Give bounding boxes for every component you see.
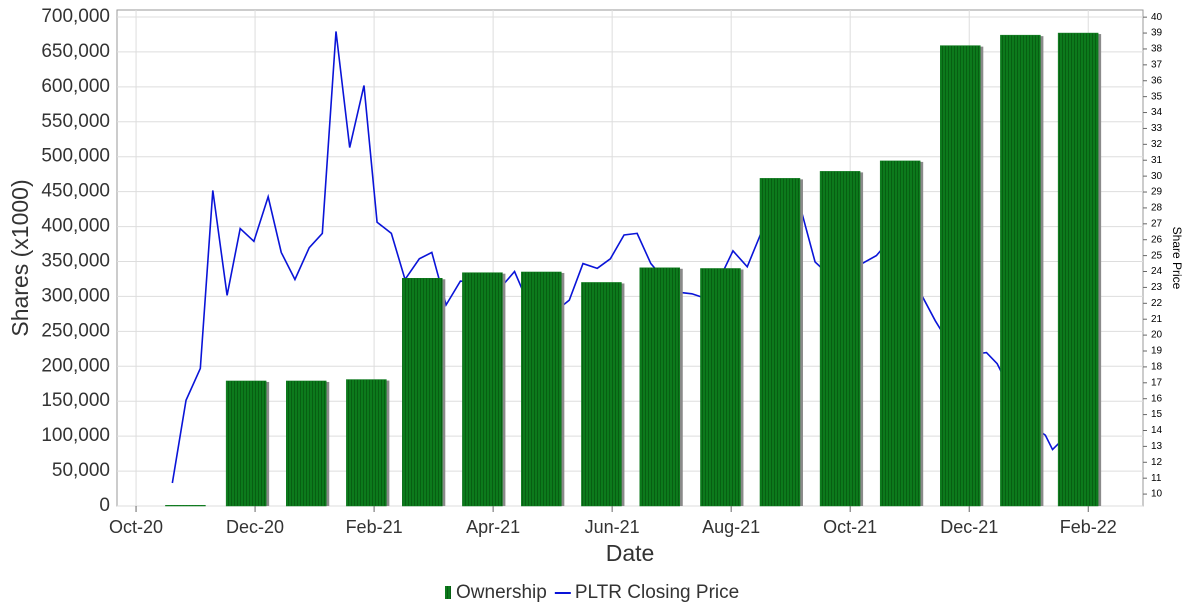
y2-tick-label: 30	[1151, 171, 1163, 182]
y-tick-label: 600,000	[41, 76, 110, 97]
y-tick-label: 700,000	[41, 6, 110, 27]
bar	[1057, 32, 1099, 507]
x-tick-label: Oct-21	[823, 517, 877, 537]
legend-swatch	[445, 586, 451, 599]
x-tick-label: Aug-21	[702, 517, 760, 537]
legend: Ownership PLTR Closing Price	[445, 582, 739, 603]
x-tick-label: Dec-21	[940, 517, 998, 537]
x-tick-label: Dec-20	[226, 517, 284, 537]
x-tick-label: Apr-21	[466, 517, 520, 537]
bar	[759, 178, 801, 507]
bar	[402, 278, 443, 507]
y-tick-label: 0	[99, 495, 110, 516]
y2-tick-label: 24	[1151, 266, 1163, 277]
bar	[581, 282, 622, 507]
y-axis-title: Shares (x1000)	[7, 179, 33, 336]
y-tick-label: 350,000	[41, 251, 110, 272]
y2-tick-label: 15	[1151, 409, 1163, 420]
y2-tick-label: 28	[1151, 203, 1163, 214]
y2-tick-label: 40	[1151, 12, 1163, 23]
y-tick-label: 550,000	[41, 111, 110, 132]
y-tick-label: 450,000	[41, 181, 110, 202]
y2-tick-label: 27	[1151, 218, 1163, 229]
y-tick-label: 100,000	[41, 425, 110, 446]
y-tick-label: 250,000	[41, 320, 110, 341]
y2-tick-label: 25	[1151, 250, 1163, 261]
x-tick-label: Feb-22	[1060, 517, 1117, 537]
bar	[521, 271, 562, 507]
y-tick-label: 400,000	[41, 216, 110, 237]
x-tick-label: Jun-21	[585, 517, 640, 537]
bar	[639, 267, 681, 507]
y2-tick-label: 10	[1151, 489, 1163, 500]
y-tick-label: 150,000	[41, 390, 110, 411]
y2-tick-label: 18	[1151, 362, 1163, 373]
marks	[165, 31, 1102, 507]
y2-tick-label: 12	[1151, 457, 1163, 468]
y2-tick-label: 22	[1151, 298, 1163, 309]
y2-tick-label: 29	[1151, 187, 1163, 198]
y2-tick-label: 33	[1151, 123, 1163, 134]
bar	[819, 171, 861, 507]
bar	[1000, 34, 1041, 507]
y2-tick-label: 17	[1151, 377, 1163, 388]
y2-tick-label: 16	[1151, 393, 1163, 404]
y2-tick-label: 39	[1151, 28, 1163, 39]
labels: 0 50,000 100,000 150,000 200,000 250,000 300,0…	[41, 6, 1162, 537]
y2-tick-label: 38	[1151, 44, 1163, 55]
y2-tick-label: 19	[1151, 346, 1163, 357]
y2-tick-label: 37	[1151, 59, 1163, 70]
bar	[940, 45, 981, 507]
bar	[879, 160, 921, 507]
y-tick-label: 200,000	[41, 355, 110, 376]
bar	[225, 380, 267, 507]
y-tick-label: 50,000	[52, 460, 110, 481]
y2-tick-label: 23	[1151, 282, 1163, 293]
y2-tick-label: 14	[1151, 425, 1163, 436]
x-tick-label: Oct-20	[109, 517, 163, 537]
y2-tick-label: 35	[1151, 91, 1163, 102]
bar	[346, 379, 387, 507]
legend-label: PLTR Closing Price	[575, 582, 739, 603]
bar	[165, 505, 206, 507]
y2-tick-label: 26	[1151, 234, 1163, 245]
y-tick-label: 300,000	[41, 285, 110, 306]
y2-tick-label: 21	[1151, 314, 1163, 325]
y2-tick-label: 34	[1151, 107, 1163, 118]
y-tick-label: 500,000	[41, 146, 110, 167]
y2-axis-title: Share Price	[1170, 227, 1184, 290]
y-tick-label: 650,000	[41, 41, 110, 62]
y2-tick-label: 32	[1151, 139, 1163, 150]
bar	[700, 268, 741, 507]
x-axis-title: Date	[606, 540, 655, 566]
y2-tick-label: 36	[1151, 75, 1163, 86]
legend-label: Ownership	[456, 582, 547, 603]
y2-tick-label: 31	[1151, 155, 1163, 166]
y2-tick-label: 11	[1151, 473, 1162, 484]
y2-tick-label: 13	[1151, 441, 1163, 452]
plot-frame	[116, 9, 1144, 507]
y2-tick-label: 20	[1151, 330, 1163, 341]
bar	[462, 272, 503, 507]
x-tick-label: Feb-21	[346, 517, 403, 537]
price-line	[171, 31, 1063, 484]
bar	[286, 380, 327, 507]
